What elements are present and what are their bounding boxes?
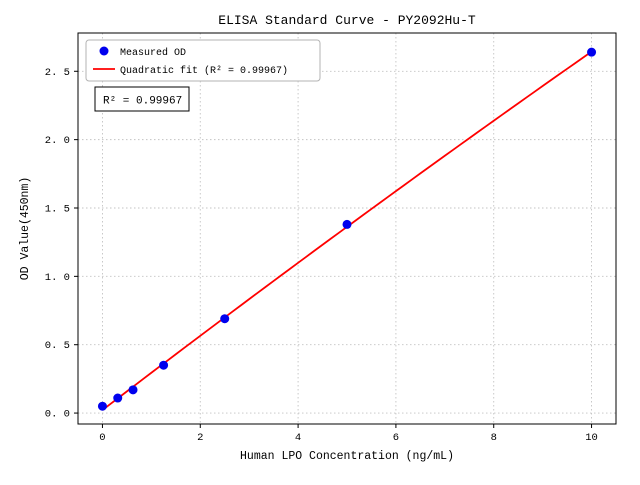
legend-label-quadratic-fit: Quadratic fit (R² = 0.99967)	[120, 65, 288, 77]
x-tick-label: 4	[295, 432, 301, 444]
legend-box	[85, 39, 321, 82]
chart-title: ELISA Standard Curve - PY2092Hu-T	[218, 13, 476, 28]
data-point	[587, 47, 597, 57]
x-tick-label: 8	[491, 432, 497, 444]
plot-border	[77, 32, 617, 425]
data-point	[220, 314, 230, 324]
x-tick-label: 10	[585, 432, 598, 444]
legend-marker-measured-od	[99, 46, 109, 56]
x-axis-label: Human LPO Concentration (ng/mL)	[240, 450, 454, 463]
data-point	[113, 393, 123, 403]
y-tick-label: 2. 0	[45, 135, 70, 147]
y-tick-label: 0. 0	[45, 409, 70, 421]
x-tick-label: 0	[99, 432, 105, 444]
x-axis: 0 2 4 6 8 10	[99, 424, 598, 444]
scatter-series-measured-od	[97, 47, 597, 411]
y-axis: 0. 0 0. 5 1. 0 1. 5 2. 0 2. 5	[45, 67, 78, 421]
data-point	[97, 401, 107, 411]
annotation-box	[94, 86, 190, 112]
y-tick-label: 2. 5	[45, 67, 70, 79]
legend: Measured OD Quadratic fit (R² = 0.99967)	[85, 39, 321, 82]
data-point	[342, 219, 352, 229]
annotation-text: R² = 0.99967	[103, 96, 182, 108]
y-axis-label: OD Value(450nm)	[19, 177, 32, 281]
x-tick-label: 6	[393, 432, 399, 444]
legend-label-measured-od: Measured OD	[120, 47, 186, 59]
y-tick-label: 0. 5	[45, 340, 70, 352]
data-point	[159, 360, 169, 370]
data-point	[128, 385, 138, 395]
r-squared-annotation: R² = 0.99967	[94, 86, 190, 112]
y-tick-label: 1. 5	[45, 203, 70, 215]
x-tick-label: 2	[197, 432, 203, 444]
y-tick-label: 1. 0	[45, 272, 70, 284]
